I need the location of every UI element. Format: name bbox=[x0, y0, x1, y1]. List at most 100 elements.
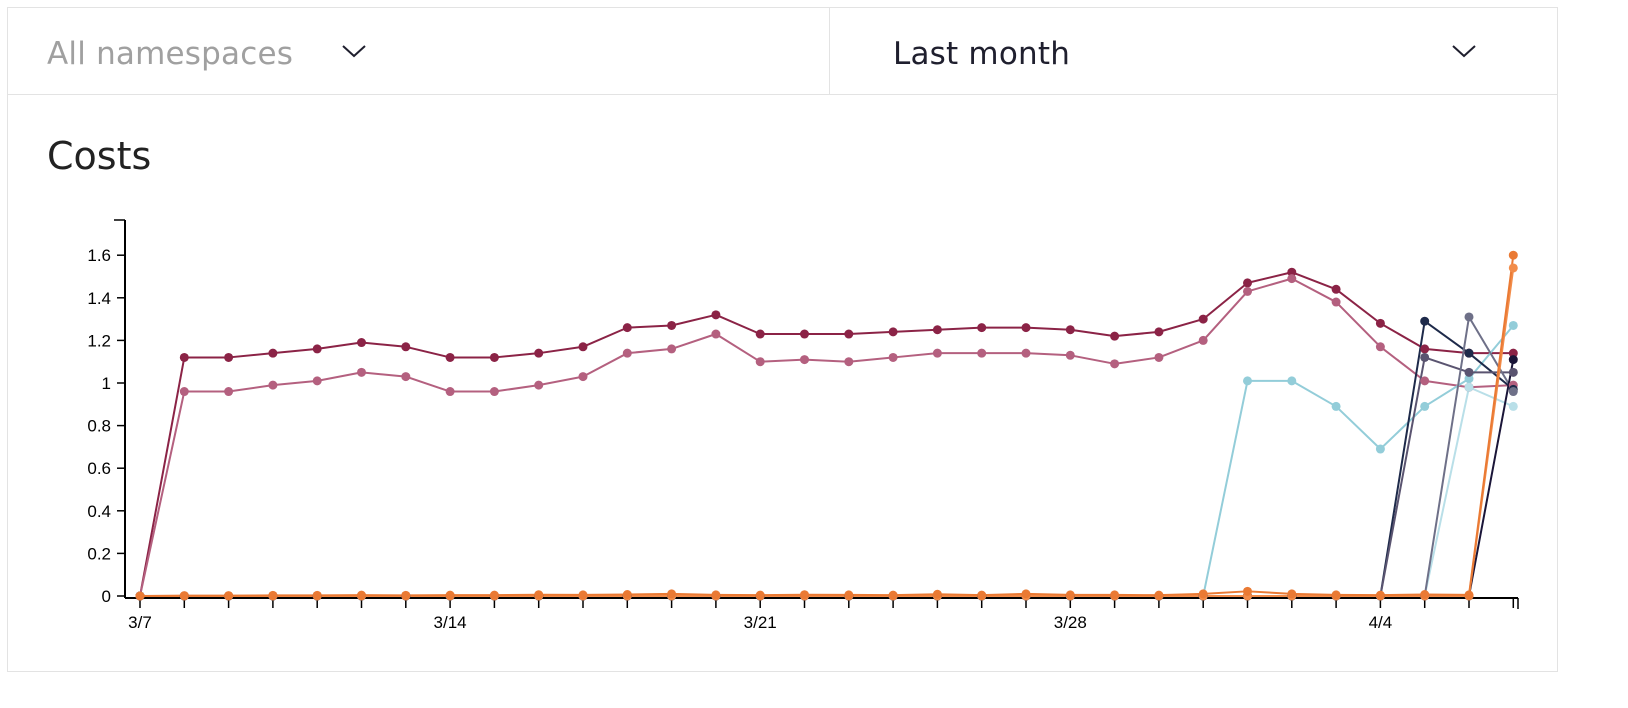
data-point bbox=[1331, 401, 1341, 411]
data-point bbox=[1464, 312, 1474, 322]
data-point bbox=[489, 590, 499, 600]
y-tick-label: 0.4 bbox=[87, 502, 111, 521]
data-point bbox=[844, 590, 854, 600]
date-range-select[interactable]: Last month bbox=[830, 8, 1557, 94]
filter-bar: All namespaces Last month bbox=[8, 8, 1557, 95]
data-point bbox=[135, 591, 145, 601]
chart-title: Costs bbox=[47, 134, 152, 178]
data-point bbox=[622, 323, 632, 333]
data-point bbox=[977, 590, 987, 600]
data-point bbox=[1331, 297, 1341, 307]
namespace-select-value: All namespaces bbox=[47, 36, 294, 72]
data-point bbox=[357, 338, 366, 348]
data-point bbox=[667, 344, 677, 354]
data-point bbox=[1508, 320, 1518, 330]
data-point bbox=[1508, 387, 1518, 397]
data-point bbox=[1420, 376, 1430, 386]
data-point bbox=[268, 348, 278, 358]
data-point bbox=[489, 387, 499, 397]
data-point bbox=[1110, 331, 1120, 341]
series-line bbox=[140, 356, 1514, 597]
data-point bbox=[1243, 586, 1252, 596]
x-tick-label: 3/28 bbox=[1054, 613, 1087, 632]
y-tick-label: 1 bbox=[102, 374, 111, 393]
data-point bbox=[1464, 367, 1474, 377]
data-point bbox=[800, 329, 809, 339]
data-point bbox=[268, 380, 278, 390]
data-point bbox=[1154, 352, 1164, 362]
data-point bbox=[578, 372, 588, 382]
series-line bbox=[140, 386, 1514, 597]
data-point bbox=[977, 348, 987, 358]
data-point bbox=[224, 352, 234, 362]
data-point bbox=[1243, 376, 1252, 386]
series-line bbox=[140, 315, 1515, 597]
costs-card: All namespaces Last month Costs bbox=[7, 7, 1558, 672]
data-point bbox=[667, 589, 677, 599]
data-point bbox=[445, 387, 455, 397]
data-point bbox=[1464, 348, 1474, 358]
y-tick-label: 1.4 bbox=[87, 289, 111, 308]
data-point bbox=[1375, 444, 1385, 454]
data-point bbox=[1287, 589, 1297, 599]
data-point bbox=[1331, 284, 1341, 294]
series-line bbox=[139, 271, 1514, 597]
data-point bbox=[1198, 589, 1208, 599]
data-point bbox=[711, 590, 721, 600]
x-tick-label: 3/21 bbox=[744, 613, 777, 632]
data-point bbox=[1065, 590, 1075, 600]
series-line bbox=[140, 324, 1515, 597]
data-point bbox=[1508, 401, 1518, 411]
data-point bbox=[401, 372, 411, 382]
data-point bbox=[1021, 323, 1031, 333]
data-point bbox=[1464, 382, 1474, 392]
data-point bbox=[1243, 286, 1252, 296]
data-point bbox=[1508, 263, 1518, 273]
x-tick-label: 3/14 bbox=[434, 613, 467, 632]
y-tick-label: 1.6 bbox=[87, 246, 111, 265]
data-point bbox=[888, 327, 898, 337]
data-point bbox=[711, 310, 721, 320]
data-point bbox=[179, 387, 189, 397]
data-point bbox=[1198, 314, 1208, 324]
data-point bbox=[622, 590, 632, 600]
data-point bbox=[1021, 589, 1031, 599]
data-point bbox=[1420, 352, 1430, 362]
y-tick-label: 0 bbox=[102, 587, 111, 606]
data-point bbox=[1287, 274, 1297, 284]
data-point bbox=[1508, 348, 1518, 358]
data-point bbox=[224, 387, 234, 397]
y-tick-label: 0.8 bbox=[87, 417, 111, 436]
date-range-select-value: Last month bbox=[893, 36, 1071, 72]
data-point bbox=[667, 320, 677, 330]
data-point bbox=[534, 590, 544, 600]
namespace-select[interactable]: All namespaces bbox=[8, 8, 830, 94]
data-point bbox=[844, 329, 854, 339]
data-point bbox=[578, 342, 588, 352]
data-point bbox=[1331, 590, 1341, 600]
data-point bbox=[888, 352, 898, 362]
data-point bbox=[179, 591, 189, 601]
data-point bbox=[1464, 590, 1474, 600]
data-point bbox=[844, 357, 854, 367]
data-point bbox=[445, 352, 455, 362]
series-line bbox=[139, 255, 1515, 597]
data-point bbox=[489, 352, 499, 362]
data-point bbox=[622, 348, 632, 358]
y-tick-label: 1.2 bbox=[87, 331, 111, 350]
data-point bbox=[1464, 374, 1474, 384]
data-point bbox=[932, 325, 942, 335]
chevron-down-icon bbox=[1452, 45, 1476, 58]
series-line bbox=[139, 277, 1514, 597]
data-point bbox=[800, 355, 809, 365]
data-point bbox=[1375, 318, 1385, 328]
x-tick-label: 4/4 bbox=[1369, 613, 1393, 632]
data-point bbox=[179, 352, 189, 362]
data-point bbox=[1508, 250, 1518, 260]
data-point bbox=[401, 590, 411, 600]
data-point bbox=[1154, 590, 1164, 600]
data-point bbox=[312, 376, 322, 386]
data-point bbox=[800, 590, 809, 600]
data-point bbox=[312, 590, 322, 600]
data-point bbox=[1243, 278, 1252, 288]
